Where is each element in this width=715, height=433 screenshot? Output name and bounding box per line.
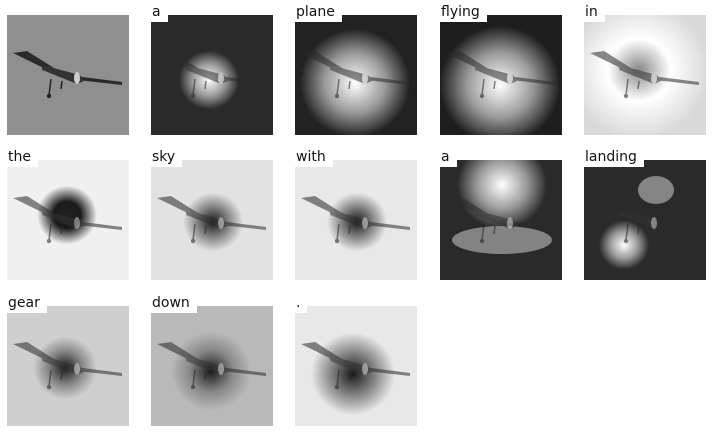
attention-map-tile: down [151,306,273,426]
source-image [7,15,129,135]
attention-heatmap [584,160,706,280]
word-label: . [295,293,307,313]
attention-heatmap [440,160,562,280]
attention-map-tile: plane [295,15,417,135]
attention-heatmap [295,15,417,135]
attention-map-tile: flying [440,15,562,135]
attention-map-tile: a [440,160,562,280]
word-label: sky [151,147,182,167]
attention-heatmap [151,15,273,135]
word-label: a [440,147,457,167]
attention-map-tile: gear [7,306,129,426]
attention-heatmap [7,306,129,426]
attention-map-tile: sky [151,160,273,280]
word-label: in [584,2,605,22]
word-label: the [7,147,38,167]
word-label: with [295,147,333,167]
attention-heatmap [295,160,417,280]
plane-photo [7,15,129,135]
word-label: landing [584,147,644,167]
attention-heatmap [151,160,273,280]
attention-heatmap [440,15,562,135]
word-label: a [151,2,168,22]
attention-heatmap [7,160,129,280]
attention-map-tile: a [151,15,273,135]
attention-heatmap [151,306,273,426]
attention-map-tile: landing [584,160,706,280]
attention-map-tile: in [584,15,706,135]
word-label: plane [295,2,342,22]
word-label: down [151,293,197,313]
attention-heatmap [584,15,706,135]
attention-map-tile: the [7,160,129,280]
word-label: flying [440,2,487,22]
attention-map-tile: with [295,160,417,280]
attention-heatmap [295,306,417,426]
attention-map-tile: . [295,306,417,426]
word-label: gear [7,293,47,313]
